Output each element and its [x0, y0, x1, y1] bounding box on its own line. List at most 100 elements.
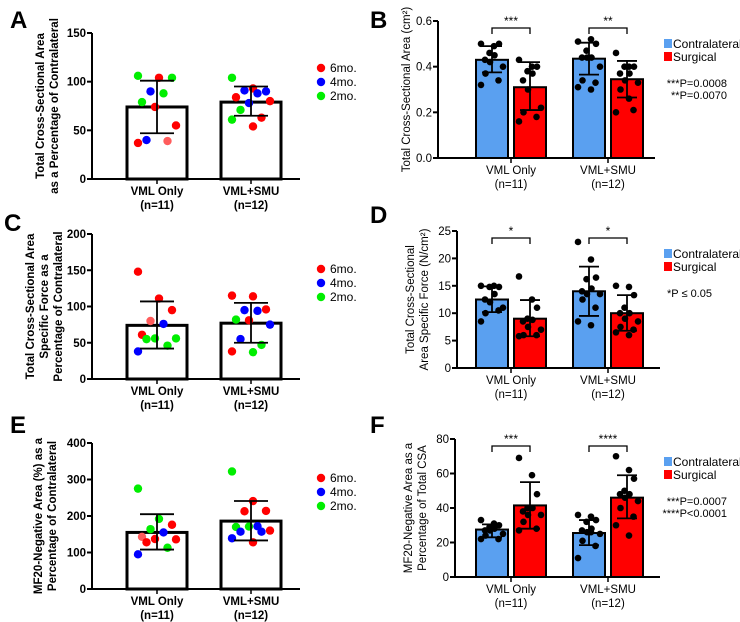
data-point	[592, 40, 600, 48]
legend-marker	[316, 487, 326, 497]
legend-label: 6mo.	[330, 471, 357, 485]
y-tick-label: 25	[438, 226, 451, 238]
data-point	[146, 524, 155, 534]
data-point	[574, 554, 582, 562]
y-axis-label: Total Cross-Sectional	[405, 245, 417, 354]
data-point	[579, 77, 586, 84]
y-tick-label: 100	[67, 548, 86, 560]
legend-label: Surgical	[673, 50, 716, 64]
data-point	[579, 537, 586, 545]
x-tick-label: (n=12)	[591, 179, 625, 191]
y-tick-label: 0	[443, 572, 449, 584]
panel-f: F MF20-Negative Area as a Percentage of To…	[370, 412, 740, 610]
legend-label: Surgical	[673, 468, 716, 482]
data-point	[587, 35, 595, 43]
x-tick-label: (n=12)	[234, 200, 268, 212]
data-point	[520, 518, 527, 526]
data-point	[533, 490, 541, 498]
y-axis-label: MF20-Negative Area (%) as a	[33, 437, 45, 594]
data-point	[133, 138, 143, 148]
data-point	[231, 315, 241, 324]
data-point	[261, 87, 271, 96]
x-tick-label: VML+SMU	[223, 386, 280, 398]
data-point	[227, 467, 237, 476]
x-tick-label: VML Only	[131, 386, 184, 398]
data-point	[587, 321, 595, 329]
data-point	[592, 304, 599, 312]
data-point	[617, 323, 624, 331]
data-point	[265, 526, 275, 535]
y-axis-label: Total Cross-Sectional Area	[25, 233, 37, 379]
legend-label: 4mo.	[330, 276, 357, 290]
data-point	[630, 475, 638, 482]
data-point	[150, 534, 160, 544]
legend-swatch	[664, 39, 672, 48]
y-tick-label: 10	[438, 308, 451, 320]
data-point	[625, 283, 633, 291]
x-tick-label: VML+SMU	[223, 596, 280, 608]
significance-bracket	[491, 237, 531, 244]
data-point	[163, 543, 172, 552]
legend-marker	[316, 473, 326, 483]
x-tick-label: (n=12)	[234, 610, 268, 622]
data-point	[630, 326, 637, 333]
data-point	[137, 97, 147, 107]
data-point	[617, 504, 624, 512]
data-point	[240, 305, 249, 315]
x-tick-label: (n=11)	[140, 200, 174, 212]
data-point	[612, 452, 620, 460]
data-point	[240, 86, 249, 95]
data-point	[227, 347, 237, 356]
data-point	[244, 316, 254, 325]
data-point	[519, 318, 527, 325]
data-point	[625, 532, 633, 539]
data-point	[574, 511, 582, 519]
panel-letter: E	[10, 412, 26, 439]
y-tick-label: 0	[80, 374, 86, 386]
significance-bracket	[491, 27, 531, 34]
significance-label: *	[606, 224, 611, 238]
data-point	[167, 520, 177, 529]
panel-a: A Total Cross-Sectional Area as a Percenta…	[10, 7, 357, 212]
data-point	[616, 309, 624, 317]
data-point	[612, 49, 620, 57]
data-point	[630, 106, 637, 114]
data-point	[578, 54, 586, 61]
x-tick-label: VML Only	[486, 375, 536, 387]
data-point	[574, 83, 582, 91]
y-tick-label: 0.4	[416, 62, 433, 74]
significance-label: ***	[504, 14, 518, 28]
panel-letter: A	[10, 7, 27, 34]
panel-letter: F	[370, 412, 385, 439]
data-point	[133, 484, 143, 493]
data-point	[159, 89, 168, 98]
data-point	[482, 70, 489, 77]
x-tick-label: (n=12)	[591, 389, 625, 401]
y-tick-label: 15	[438, 281, 451, 293]
legend-label: 2mo.	[330, 499, 357, 513]
y-tick-label: 0.0	[416, 153, 432, 165]
data-point	[499, 530, 507, 538]
data-point	[533, 113, 540, 121]
bar-contralateral	[572, 57, 606, 159]
y-axis-label: Total Cross-Sectional Area (cm²)	[401, 7, 413, 173]
data-point	[150, 334, 160, 343]
data-point	[163, 136, 172, 146]
legend-label: 2mo.	[330, 290, 357, 304]
y-tick-label: 150	[67, 28, 86, 40]
data-point	[634, 79, 642, 86]
data-point	[625, 466, 633, 474]
data-point	[515, 332, 523, 340]
data-point	[171, 535, 181, 544]
data-point	[612, 282, 620, 290]
x-tick-label: VML+SMU	[580, 584, 636, 596]
data-point	[248, 122, 258, 131]
data-point	[261, 305, 271, 314]
data-point	[142, 135, 151, 145]
data-point	[616, 490, 624, 498]
legend-label: 6mo.	[330, 61, 357, 75]
x-tick-label: (n=12)	[234, 400, 268, 412]
significance-label: *	[509, 224, 514, 238]
data-point	[592, 274, 600, 281]
